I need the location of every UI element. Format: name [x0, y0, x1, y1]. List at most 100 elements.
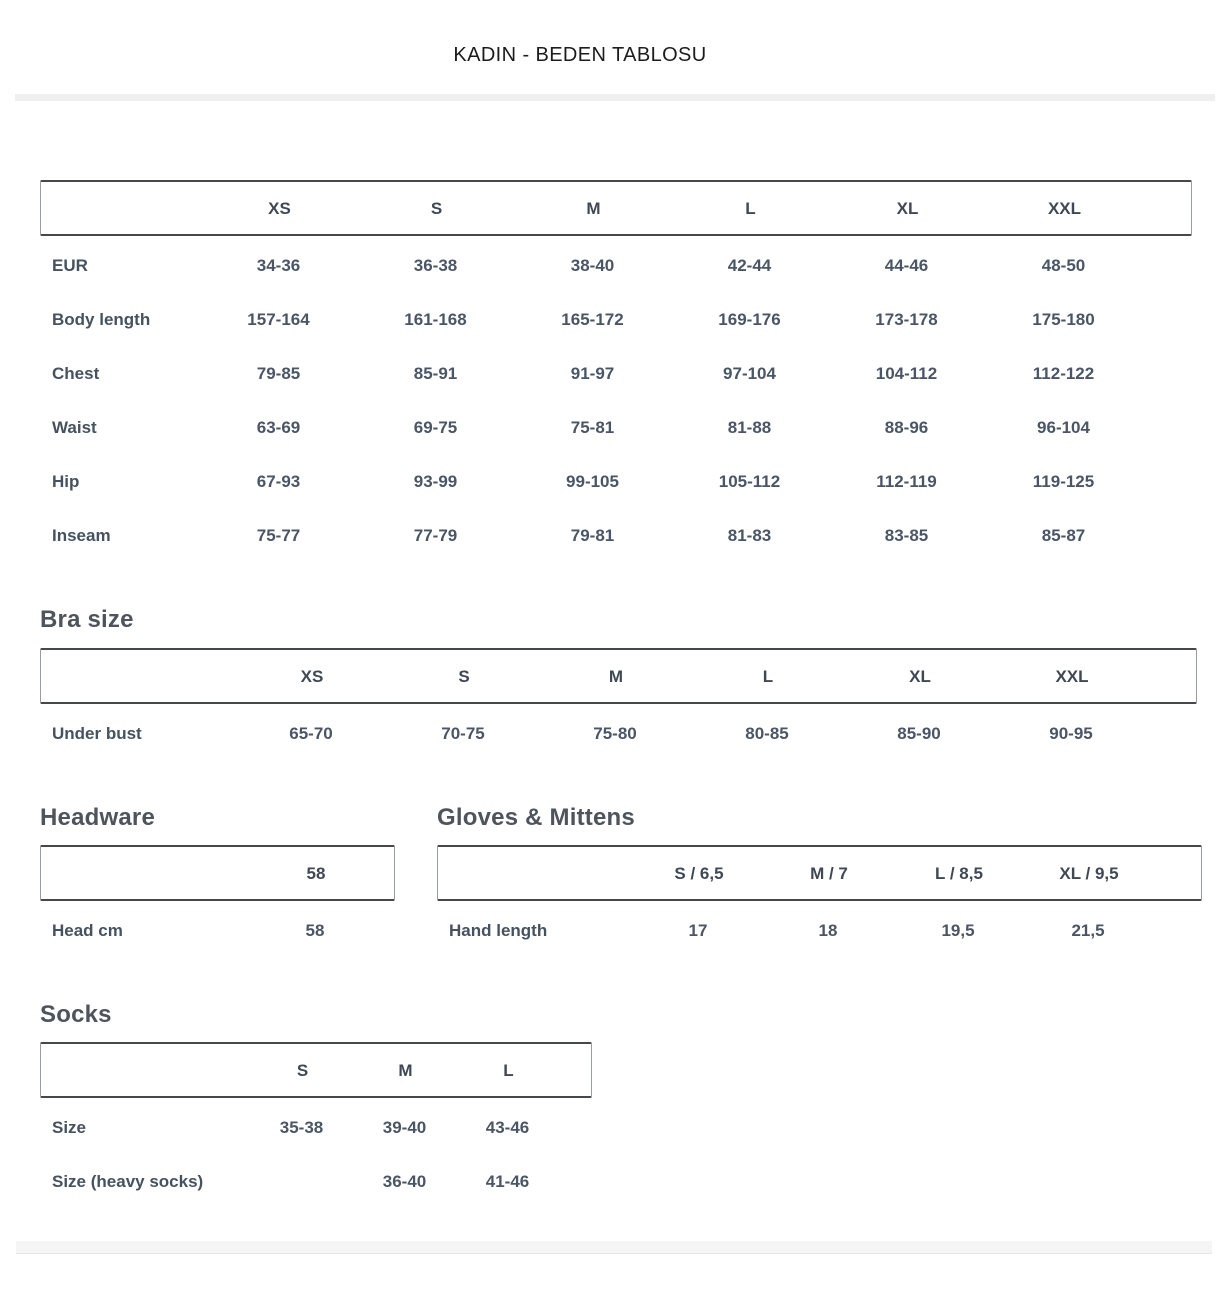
- cell-value: 77-79: [413, 525, 458, 545]
- cell-value: 75-81: [570, 417, 615, 437]
- cell-value: 90-95: [1049, 723, 1093, 743]
- cell-value: 75-77: [256, 525, 301, 545]
- column-header-l85: L / 8,5: [935, 863, 983, 883]
- row-label: Hip: [52, 471, 80, 491]
- column-header-l: L: [503, 1060, 514, 1080]
- cell-value: 70-75: [441, 723, 485, 743]
- cell-value: 97-104: [723, 363, 776, 383]
- table-row-inseam: Inseam 75-77 77-79 79-81 81-83 83-85 85-…: [40, 508, 1192, 562]
- cell-value: 81-83: [727, 525, 772, 545]
- cell-value: 58: [305, 920, 325, 940]
- socks-heading: Socks: [40, 1001, 112, 1028]
- table-row-eur: EUR 34-36 36-38 38-40 42-44 44-46 48-50: [40, 238, 1192, 292]
- bottom-divider: [16, 1241, 1212, 1254]
- cell-value: 91-97: [570, 363, 615, 383]
- cell-value: 75-80: [593, 723, 637, 743]
- row-label: Size: [52, 1117, 87, 1137]
- cell-value: 69-75: [413, 417, 458, 437]
- headware-table-header: 58: [40, 845, 395, 901]
- row-label: Waist: [52, 417, 97, 437]
- table-row-chest: Chest 79-85 85-91 91-97 97-104 104-112 1…: [40, 346, 1192, 400]
- cell-value: 67-93: [256, 471, 301, 491]
- column-header-58: 58: [306, 863, 326, 883]
- cell-value: 119-125: [1032, 471, 1095, 491]
- main-table-header: XS S M L XL XXL: [40, 180, 1192, 236]
- headware-table: 58 Head cm 58: [40, 845, 395, 957]
- cell-value: 85-90: [897, 723, 941, 743]
- cell-value: 36-38: [413, 255, 458, 275]
- row-label: Head cm: [52, 920, 123, 940]
- row-label: Size (heavy socks): [52, 1171, 204, 1191]
- cell-value: 165-172: [561, 309, 624, 329]
- row-label: Chest: [52, 363, 100, 383]
- row-label: Body length: [52, 309, 151, 329]
- cell-value: 48-50: [1041, 255, 1086, 275]
- cell-value: 19,5: [941, 920, 975, 940]
- cell-value: 18: [818, 920, 838, 940]
- cell-value: 112-122: [1032, 363, 1095, 383]
- cell-value: 43-46: [485, 1117, 530, 1137]
- cell-value: 38-40: [570, 255, 615, 275]
- cell-value: 44-46: [884, 255, 929, 275]
- column-header-s65: S / 6,5: [674, 863, 724, 883]
- cell-value: 21,5: [1071, 920, 1105, 940]
- cell-value: 85-87: [1041, 525, 1086, 545]
- cell-value: 81-88: [727, 417, 772, 437]
- table-row-head-cm: Head cm 58: [40, 903, 395, 957]
- column-header-s: S: [458, 666, 470, 686]
- cell-value: 17: [688, 920, 708, 940]
- cell-value: 80-85: [745, 723, 789, 743]
- cell-value: 169-176: [718, 309, 781, 329]
- table-row-size-heavy-socks: Size (heavy socks) 36-40 41-46: [40, 1154, 592, 1208]
- cell-value: 105-112: [718, 471, 781, 491]
- socks-table-header: S M L: [40, 1042, 592, 1098]
- column-header-xs: XS: [300, 666, 324, 686]
- row-label: Under bust: [52, 723, 142, 743]
- cell-value: 35-38: [279, 1117, 324, 1137]
- column-header-xxl: XXL: [1047, 198, 1082, 218]
- table-row-size: Size 35-38 39-40 43-46: [40, 1100, 592, 1154]
- page-title: KADIN - BEDEN TABLOSU: [453, 44, 707, 66]
- cell-value: 104-112: [875, 363, 938, 383]
- table-row-hand-length: Hand length 17 18 19,5 21,5: [437, 903, 1202, 957]
- table-row-body-length: Body length 157-164 161-168 165-172 169-…: [40, 292, 1192, 346]
- cell-value: 39-40: [382, 1117, 427, 1137]
- table-row-waist: Waist 63-69 69-75 75-81 81-88 88-96 96-1…: [40, 400, 1192, 454]
- column-header-xxl: XXL: [1055, 666, 1089, 686]
- bra-size-heading: Bra size: [40, 606, 134, 633]
- socks-table: S M L Size 35-38 39-40 43-46 Size (heavy…: [40, 1042, 592, 1208]
- column-header-m: M: [398, 1060, 413, 1080]
- gloves-table-header: S / 6,5 M / 7 L / 8,5 XL / 9,5: [437, 845, 1202, 901]
- bra-table-header: XS S M L XL XXL: [40, 648, 1197, 704]
- cell-value: 63-69: [256, 417, 301, 437]
- column-header-s: S: [430, 198, 443, 218]
- cell-value: 79-85: [256, 363, 301, 383]
- cell-value: 96-104: [1037, 417, 1090, 437]
- column-header-l: L: [745, 198, 756, 218]
- column-header-xl: XL: [909, 666, 931, 686]
- column-header-m: M: [608, 666, 624, 686]
- cell-value: 34-36: [256, 255, 301, 275]
- row-label: EUR: [52, 255, 88, 275]
- cell-value: 85-91: [413, 363, 458, 383]
- column-header-xl95: XL / 9,5: [1059, 863, 1119, 883]
- cell-value: 157-164: [247, 309, 310, 329]
- bra-size-table: XS S M L XL XXL Under bust 65-70 70-75 7…: [40, 648, 1197, 760]
- cell-value: 79-81: [570, 525, 615, 545]
- column-header-m: M: [586, 198, 601, 218]
- column-header-xs: XS: [268, 198, 291, 218]
- column-header-s: S: [296, 1060, 309, 1080]
- cell-value: 36-40: [382, 1171, 427, 1191]
- column-header-xl: XL: [896, 198, 919, 218]
- cell-value: 83-85: [884, 525, 929, 545]
- cell-value: 112-119: [876, 471, 937, 491]
- cell-value: 173-178: [875, 309, 938, 329]
- top-divider: [15, 94, 1215, 101]
- column-header-l: L: [762, 666, 774, 686]
- cell-value: 41-46: [485, 1171, 530, 1191]
- headware-heading: Headware: [40, 804, 155, 831]
- main-size-table: XS S M L XL XXL EUR 34-36 36-38 38-40 42…: [40, 180, 1192, 562]
- cell-value: 88-96: [884, 417, 929, 437]
- cell-value: 99-105: [566, 471, 619, 491]
- cell-value: 93-99: [413, 471, 458, 491]
